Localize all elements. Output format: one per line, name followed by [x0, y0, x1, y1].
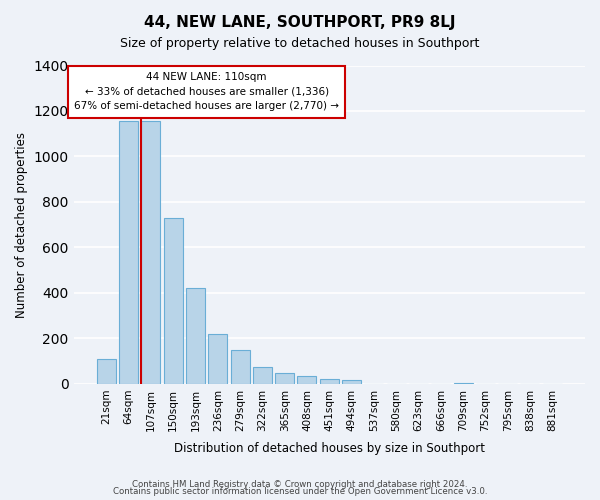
Y-axis label: Number of detached properties: Number of detached properties [15, 132, 28, 318]
X-axis label: Distribution of detached houses by size in Southport: Distribution of detached houses by size … [174, 442, 485, 455]
Bar [164, 218, 182, 384]
Text: Contains public sector information licensed under the Open Government Licence v3: Contains public sector information licen… [113, 487, 487, 496]
Text: 44 NEW LANE: 110sqm
← 33% of detached houses are smaller (1,336)
67% of semi-det: 44 NEW LANE: 110sqm ← 33% of detached ho… [74, 72, 339, 112]
Bar [97, 359, 116, 384]
Bar [275, 372, 294, 384]
Bar [454, 383, 473, 384]
Bar [142, 121, 160, 384]
Text: Contains HM Land Registry data © Crown copyright and database right 2024.: Contains HM Land Registry data © Crown c… [132, 480, 468, 489]
Bar [253, 367, 272, 384]
Bar [298, 376, 316, 384]
Bar [119, 121, 138, 384]
Bar [186, 288, 205, 384]
Bar [342, 380, 361, 384]
Bar [208, 334, 227, 384]
Bar [230, 350, 250, 384]
Text: Size of property relative to detached houses in Southport: Size of property relative to detached ho… [121, 38, 479, 51]
Bar [320, 380, 339, 384]
Text: 44, NEW LANE, SOUTHPORT, PR9 8LJ: 44, NEW LANE, SOUTHPORT, PR9 8LJ [144, 15, 456, 30]
